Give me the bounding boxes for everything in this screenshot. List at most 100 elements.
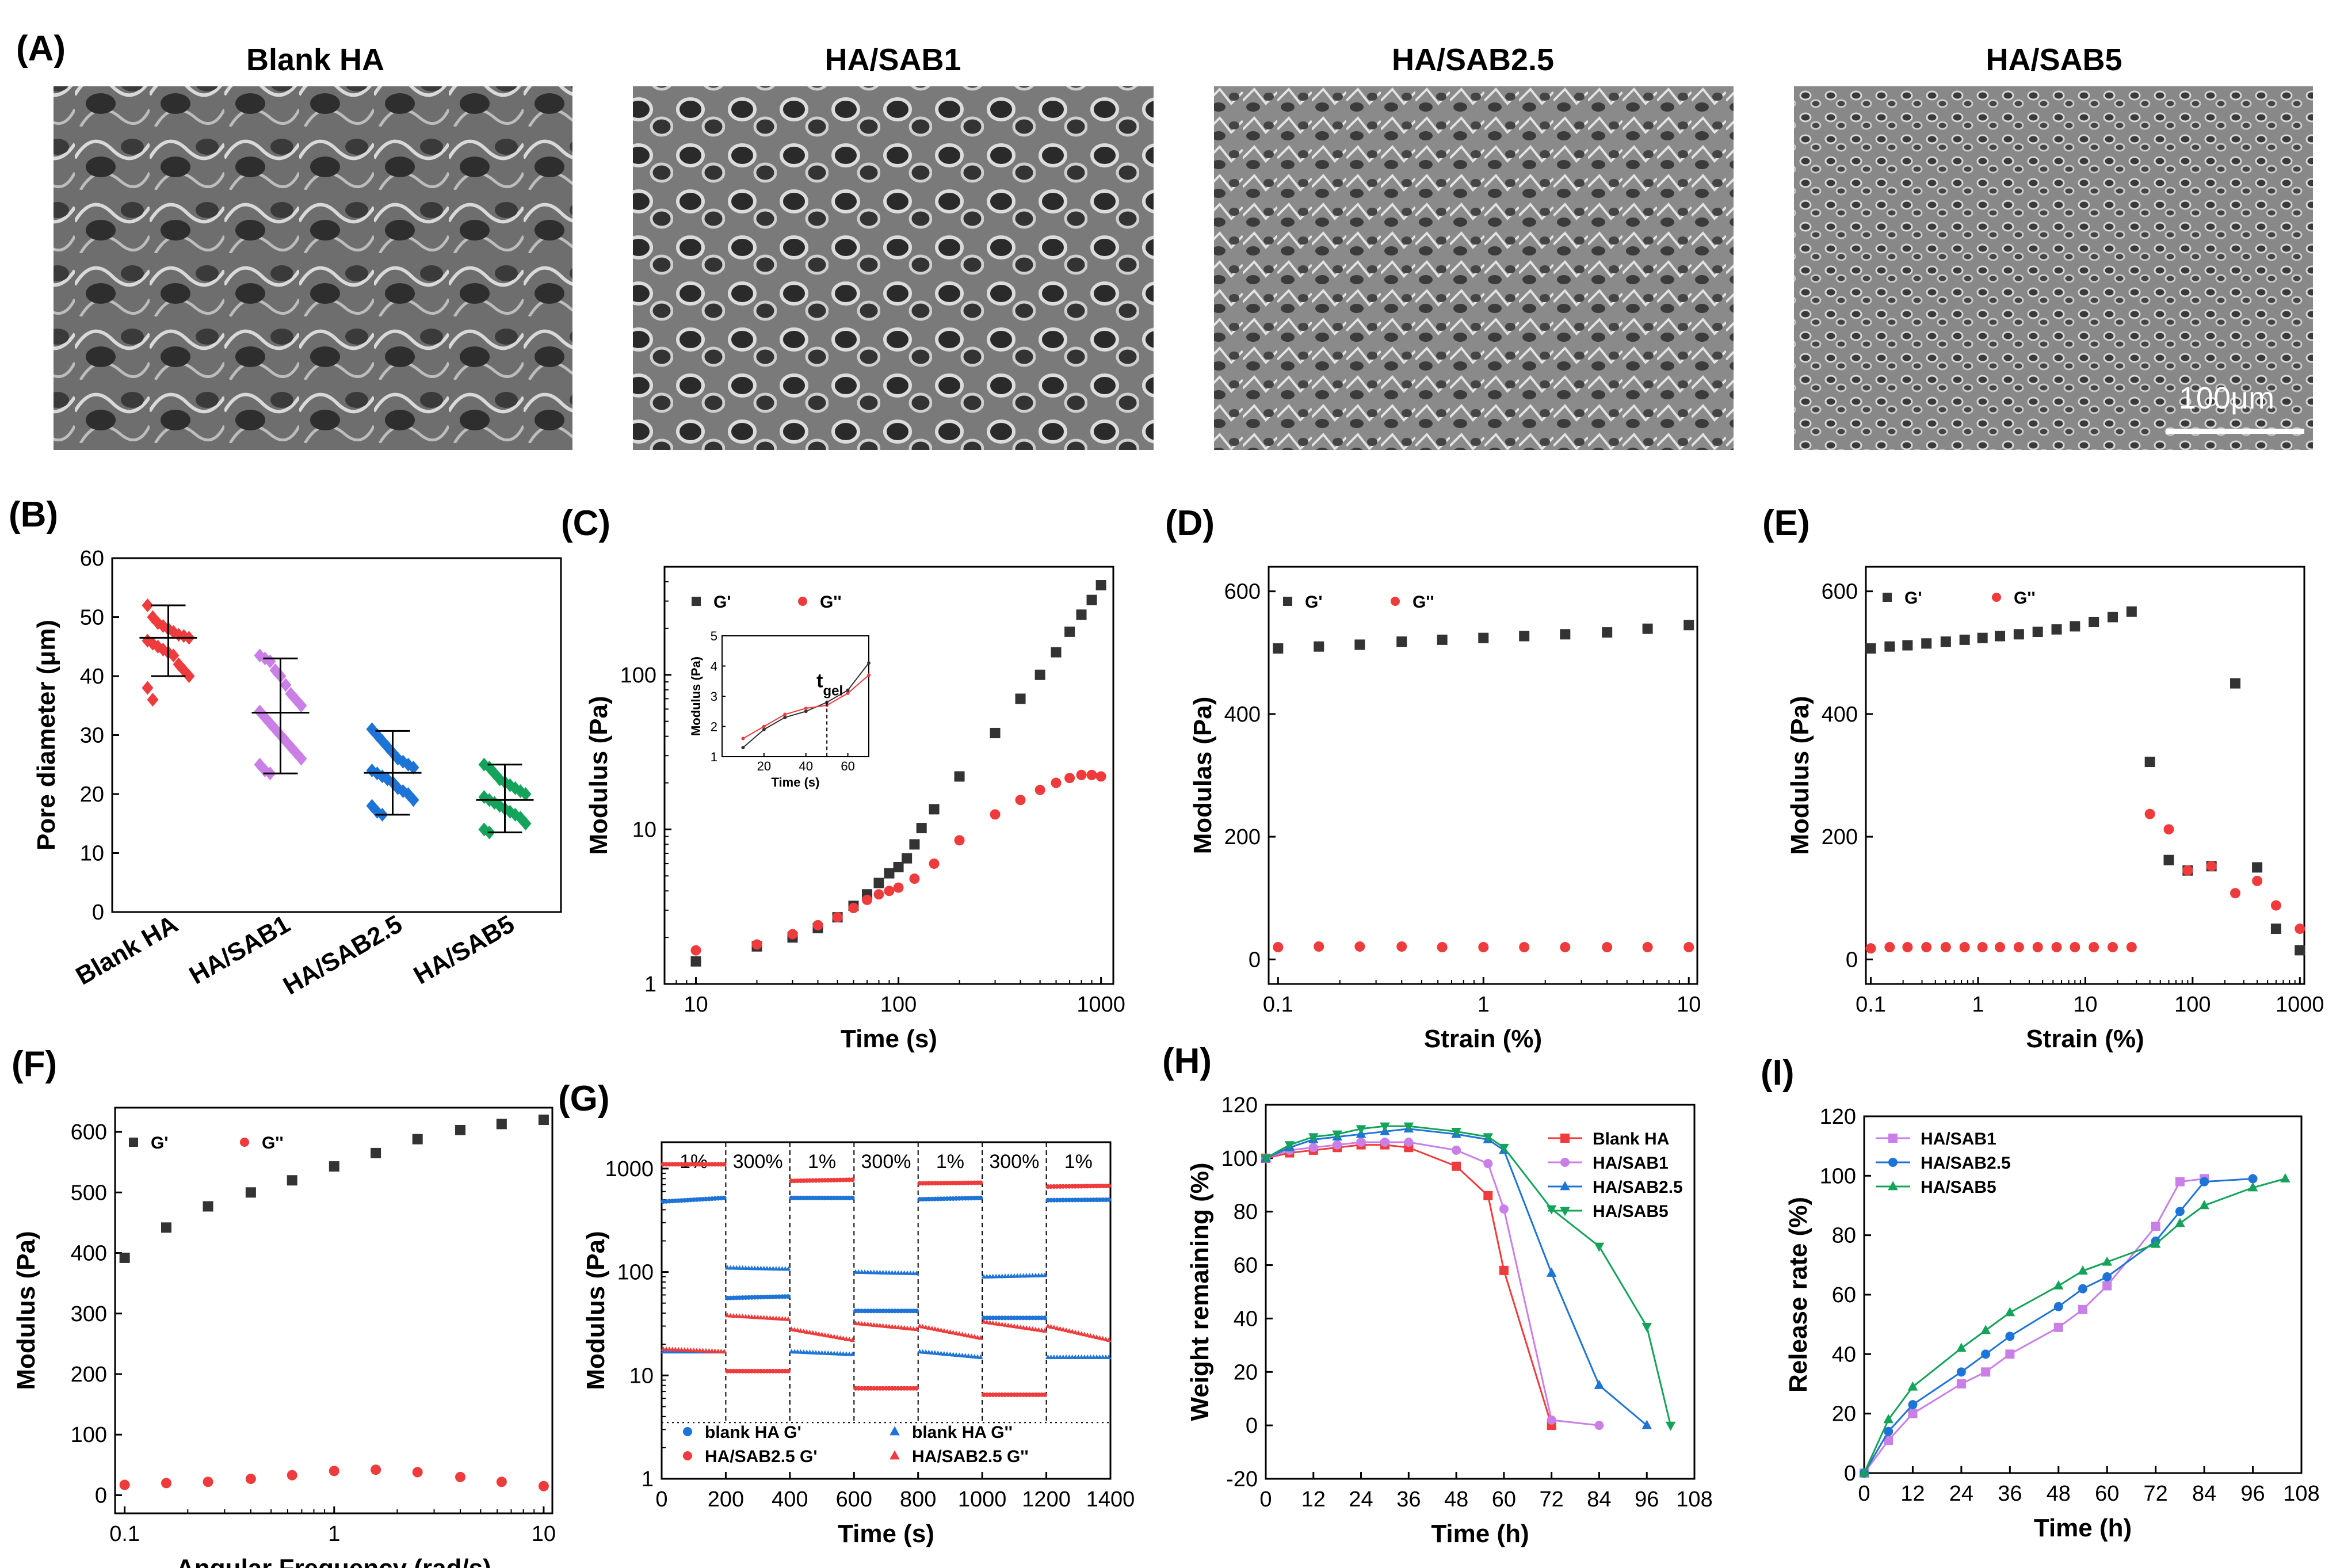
legend-label: G'' <box>1412 593 1434 612</box>
data-point <box>834 1334 840 1340</box>
sem-image-hasab1 <box>633 86 1154 450</box>
data-point <box>1039 1327 1044 1333</box>
x-tick-label: 12 <box>1301 1487 1326 1512</box>
data-point <box>2200 1177 2209 1187</box>
y-tick-label: 10 <box>632 818 656 842</box>
data-point <box>923 1324 929 1329</box>
data-point <box>2032 942 2043 953</box>
x-tick-label: 1 <box>1478 993 1490 1017</box>
data-point <box>1106 1197 1112 1202</box>
data-point <box>990 809 1001 820</box>
x-tick-label: 48 <box>2047 1482 2071 1506</box>
data-point <box>1884 641 1895 652</box>
data-point <box>785 1266 791 1271</box>
y-tick-label: 600 <box>1822 580 1858 604</box>
data-point <box>1956 1367 1966 1377</box>
data-point <box>1665 1421 1676 1431</box>
y-tick-label: 10 <box>629 1364 654 1388</box>
data-point <box>496 1477 507 1487</box>
legend-label: HA/SAB2.5 <box>1593 1178 1683 1197</box>
y-tick-label: 60 <box>1234 1254 1258 1278</box>
data-point <box>2252 875 2263 886</box>
data-point <box>1403 1122 1414 1132</box>
y-axis-label: Modulus (Pa) <box>585 696 613 854</box>
y-tick-label: 20 <box>1234 1360 1258 1384</box>
x-tick-label: 1200 <box>1022 1487 1071 1512</box>
legend-label: G' <box>1305 593 1322 612</box>
data-point <box>978 1354 983 1359</box>
strain-step-label: 1% <box>936 1151 964 1173</box>
legend-label: HA/SAB1 <box>1921 1130 1996 1149</box>
data-point <box>938 1350 944 1356</box>
x-tick-label: 200 <box>708 1487 744 1512</box>
inset-point <box>846 688 850 692</box>
data-point <box>1499 1204 1509 1214</box>
data-point <box>865 1321 871 1326</box>
data-point <box>1273 643 1284 654</box>
y-tick-label: 200 <box>1822 825 1858 849</box>
x-tick-label: 96 <box>2240 1482 2265 1506</box>
data-point <box>920 1323 926 1329</box>
data-point <box>1396 636 1407 647</box>
plot-frame <box>663 566 1114 985</box>
data-point <box>520 817 532 831</box>
data-point <box>2295 945 2305 956</box>
data-point <box>1095 580 1106 591</box>
data-point <box>990 727 1001 738</box>
sem-title-hasab1: HA/SAB1 <box>824 43 961 77</box>
data-point <box>987 1319 992 1325</box>
y-tick-label: 40 <box>80 665 104 689</box>
legend-label: HA/SAB2.5 G' <box>705 1447 818 1466</box>
plot-frame <box>111 557 562 913</box>
data-point <box>1024 1325 1029 1330</box>
data-point <box>960 1332 965 1337</box>
panel-label-D: (D) <box>1165 503 1215 543</box>
data-point <box>1602 942 1613 953</box>
data-point <box>831 1334 837 1339</box>
inset-point <box>762 727 766 731</box>
data-point <box>969 1333 974 1338</box>
legend-label: G' <box>151 1134 168 1153</box>
sem-image-blank-ha <box>54 86 572 450</box>
data-point <box>161 1478 171 1489</box>
data-point <box>1261 1154 1271 1164</box>
y-axis-label: Modulus (Pa) <box>582 1231 610 1390</box>
data-point <box>1042 1315 1047 1321</box>
inset-x-label: Time (s) <box>772 775 820 789</box>
y-tick-label: 30 <box>80 724 104 748</box>
data-point <box>2126 606 2137 617</box>
x-tick-label: 0 <box>1259 1487 1272 1512</box>
data-point <box>1018 1324 1023 1329</box>
data-point <box>1079 1331 1084 1336</box>
data-point <box>929 1325 935 1330</box>
data-point <box>1940 942 1951 953</box>
legend-marker <box>1992 593 2001 602</box>
data-point <box>1396 941 1407 952</box>
data-point <box>801 1328 807 1333</box>
data-point <box>892 1324 898 1329</box>
data-point <box>1602 627 1613 638</box>
data-point <box>119 1252 130 1263</box>
legend-marker <box>1560 1134 1570 1143</box>
data-point <box>1015 795 1026 806</box>
series-line <box>1863 1178 2286 1474</box>
legend-marker <box>1888 1134 1898 1143</box>
panel-label-H: (H) <box>1162 1041 1212 1081</box>
x-tick-label: 600 <box>836 1487 872 1512</box>
inset-y-tick-label: 3 <box>711 689 717 704</box>
data-point <box>909 873 920 884</box>
legend-marker <box>1560 1181 1570 1191</box>
data-point <box>954 771 965 782</box>
data-point <box>455 1124 466 1135</box>
data-point <box>853 1320 858 1325</box>
x-tick-label: 72 <box>2144 1482 2168 1506</box>
legend-label: HA/SAB5 <box>1593 1202 1669 1221</box>
data-point <box>1076 609 1087 620</box>
y-tick-label: 600 <box>1224 580 1261 604</box>
sem-panel-hasab5: HA/SAB5 100μm <box>1794 43 2313 450</box>
legend-label: HA/SAB5 <box>1921 1178 1996 1197</box>
data-point <box>2102 1272 2112 1281</box>
y-tick-label: 100 <box>1221 1147 1258 1171</box>
x-tick-label: 10 <box>1677 993 1701 1017</box>
